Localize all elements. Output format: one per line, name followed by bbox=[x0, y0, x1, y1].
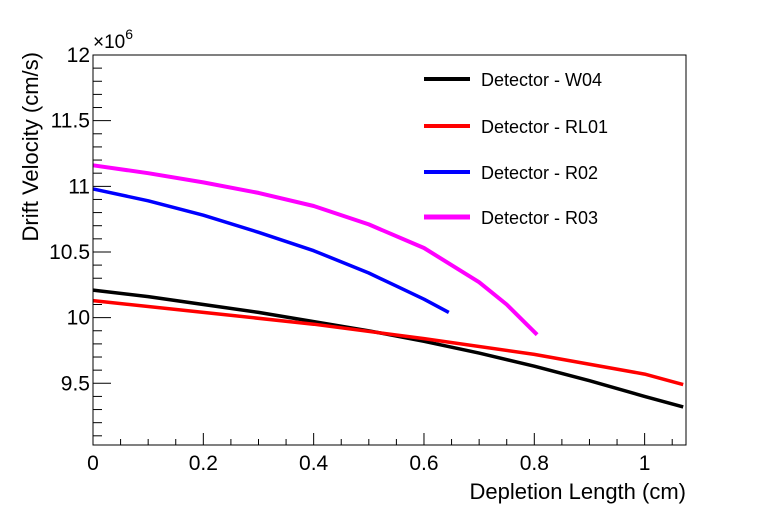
legend-label-3: Detector - R02 bbox=[481, 163, 598, 183]
series-lines bbox=[92, 163, 684, 409]
series-line-1 bbox=[92, 288, 684, 409]
x-tick-label: 0.8 bbox=[520, 452, 549, 475]
legend-label-2: Detector - RL01 bbox=[481, 117, 608, 137]
y-tick-label: 11.5 bbox=[51, 110, 90, 133]
series-line-2 bbox=[92, 298, 684, 387]
x-axis-label: Depletion Length (cm) bbox=[470, 479, 686, 504]
y-tick-label: 11 bbox=[68, 175, 90, 198]
plot-frame bbox=[92, 54, 687, 446]
x-tick-label: 1 bbox=[639, 452, 651, 475]
x-tick-labels: 0 0.2 0.4 0.6 0.8 1 bbox=[87, 452, 650, 475]
x-tick-label: 0.4 bbox=[299, 452, 329, 475]
y-tick-label: 10 bbox=[67, 307, 90, 330]
y-tick-labels: 9.5 10 10.5 11 11.5 12 bbox=[49, 44, 90, 395]
y-axis-multiplier-exponent: 6 bbox=[125, 26, 133, 42]
series-line-4 bbox=[92, 163, 539, 337]
y-axis-multiplier: ×106 bbox=[93, 26, 133, 53]
x-tick-label: 0 bbox=[87, 452, 99, 475]
legend-label-1: Detector - W04 bbox=[481, 70, 602, 90]
y-axis-label: Drift Velocity (cm/s) bbox=[18, 52, 43, 241]
legend: Detector - W04 Detector - RL01 Detector - … bbox=[424, 70, 608, 228]
y-tick-label: 12 bbox=[67, 44, 90, 67]
axis-ticks bbox=[92, 54, 673, 445]
y-axis-multiplier-base: ×10 bbox=[93, 32, 125, 53]
x-tick-label: 0.6 bbox=[409, 452, 438, 475]
series-line-3 bbox=[92, 187, 450, 314]
y-tick-label: 10.5 bbox=[49, 241, 90, 264]
x-tick-label: 0.2 bbox=[189, 452, 218, 475]
y-tick-label: 9.5 bbox=[61, 372, 90, 395]
legend-label-4: Detector - R03 bbox=[481, 208, 598, 228]
